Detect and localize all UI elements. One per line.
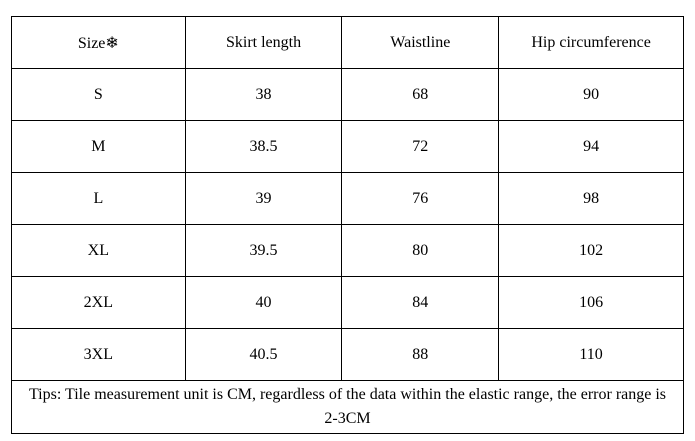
note-row: Tips: Tile measurement unit is CM, regar… [11, 380, 684, 434]
data-cell: S [11, 68, 186, 121]
data-cell: 110 [498, 328, 684, 381]
data-cell: 84 [341, 276, 500, 329]
data-cell: 72 [341, 120, 500, 173]
data-cell: 40.5 [184, 328, 343, 381]
table-body: Size❄ Skirt length Waistline Hip circumfere… [11, 16, 684, 434]
data-cell: 76 [341, 172, 500, 225]
data-cell: 39.5 [184, 224, 343, 277]
data-cell: 68 [341, 68, 500, 121]
header-cell: Skirt length [184, 16, 343, 69]
note-cell: Tips: Tile measurement unit is CM, regar… [11, 380, 684, 434]
header-row: Size❄ Skirt length Waistline Hip circumfere… [11, 16, 684, 69]
data-cell: 90 [498, 68, 684, 121]
data-cell: M [11, 120, 186, 173]
data-row: M 38.5 72 94 [11, 120, 684, 173]
data-row: XL 39.5 80 102 [11, 224, 684, 277]
data-cell: 38.5 [184, 120, 343, 173]
data-cell: XL [11, 224, 186, 277]
data-cell: L [11, 172, 186, 225]
data-cell: 98 [498, 172, 684, 225]
data-cell: 3XL [11, 328, 186, 381]
data-cell: 106 [498, 276, 684, 329]
data-cell: 94 [498, 120, 684, 173]
data-cell: 38 [184, 68, 343, 121]
data-cell: 40 [184, 276, 343, 329]
data-row: 3XL 40.5 88 110 [11, 328, 684, 381]
data-cell: 39 [184, 172, 343, 225]
data-cell: 102 [498, 224, 684, 277]
header-cell: Waistline [341, 16, 500, 69]
data-row: S 38 68 90 [11, 68, 684, 121]
data-row: L 39 76 98 [11, 172, 684, 225]
data-cell: 2XL [11, 276, 186, 329]
header-cell: Size❄ [11, 16, 186, 69]
size-table: Size❄ Skirt length Waistline Hip circumfere… [11, 16, 684, 434]
data-cell: 80 [341, 224, 500, 277]
data-row: 2XL 40 84 106 [11, 276, 684, 329]
header-cell: Hip circumference [498, 16, 684, 69]
data-cell: 88 [341, 328, 500, 381]
